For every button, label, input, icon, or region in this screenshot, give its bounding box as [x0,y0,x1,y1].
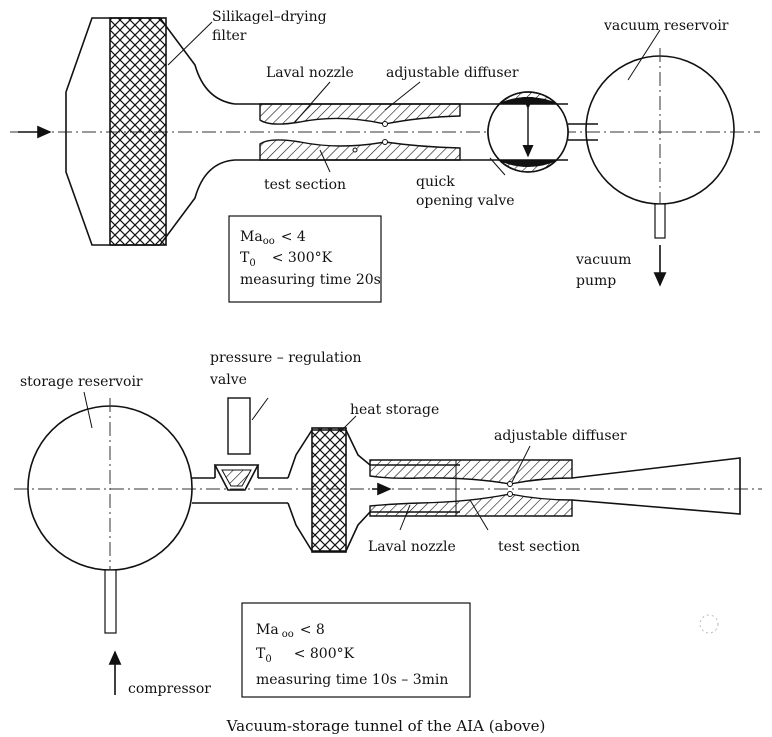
bottom-diffuser-label: adjustable diffuser [494,428,627,444]
pump-label-2: pump [576,273,616,289]
storage-reservoir-label: storage reservoir [20,374,143,390]
vacuum-reservoir-label: vacuum reservoir [603,18,729,34]
svg-text:T0< 300°K: T0 < 300°K [240,250,333,269]
valve-label-2: opening valve [416,193,515,209]
figure-caption: Vacuum-storage tunnel of the AIA (above) [226,717,546,735]
bottom-upper-nozzle-block [369,459,573,485]
top-lower-nozzle-block [259,139,461,161]
bottom-test-section-label: test section [498,539,580,555]
bottom-spec-box [241,602,471,698]
top-test-section-label: test section [264,177,346,193]
filter-label-2: filter [212,28,247,44]
top-tunnel [10,17,760,287]
pump-label-1: vacuum [575,252,631,268]
svg-text:Maoo< 8: Ma oo < 8 [256,622,325,640]
vacuum-pump-pipe [654,203,666,239]
top-diffuser-label: adjustable diffuser [386,65,519,81]
scan-mark [699,614,719,634]
bottom-laval-label: Laval nozzle [368,539,456,555]
valve-label-1: quick [416,174,455,190]
top-upper-nozzle-block [259,103,461,125]
prv-label-1: pressure – regulation [210,350,362,366]
filter-label: Silikagel–drying [212,9,327,25]
bottom-tunnel [14,391,762,695]
top-specs: Maoo < 4 T0 < 300°K measuring time 20s [240,229,381,288]
bottom-specs: Ma oo < 8 T0 < 800°K measuring time 10s – 3… [256,622,448,688]
bottom-lower-nozzle-block [369,493,573,517]
svg-text:T0< 800°K: T0 < 800°K [256,646,355,665]
heat-storage-label: heat storage [350,402,439,418]
pressure-regulation-valve [227,397,251,455]
top-spec-box [228,215,382,303]
heat-storage [311,427,347,553]
svg-text:measuring time 20s: measuring time 20s [240,272,381,288]
silikagel-filter [109,17,167,246]
prv-label-2: valve [209,372,247,388]
svg-text:Maoo< 4: Maoo < 4 [240,229,306,247]
compressor-pipe [104,569,117,634]
compressor-label: compressor [128,681,211,697]
top-laval-label: Laval nozzle [266,65,354,81]
svg-text:measuring time 10s – 3min: measuring time 10s – 3min [256,672,448,688]
